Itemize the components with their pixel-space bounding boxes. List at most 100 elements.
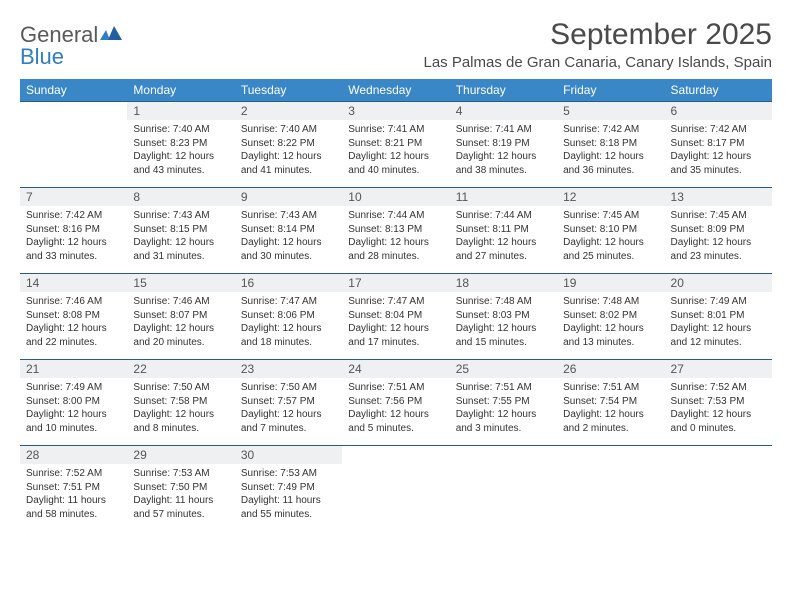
day-details: Sunrise: 7:52 AMSunset: 7:53 PMDaylight:… [665, 378, 772, 439]
calendar-cell: 22Sunrise: 7:50 AMSunset: 7:58 PMDayligh… [127, 360, 234, 446]
calendar-cell: 29Sunrise: 7:53 AMSunset: 7:50 PMDayligh… [127, 446, 234, 532]
day-number: 4 [450, 102, 557, 120]
calendar-cell: 3Sunrise: 7:41 AMSunset: 8:21 PMDaylight… [342, 102, 449, 188]
day-number: 7 [20, 188, 127, 206]
day-number: 16 [235, 274, 342, 292]
calendar-week: 21Sunrise: 7:49 AMSunset: 8:00 PMDayligh… [20, 360, 772, 446]
calendar-cell: 8Sunrise: 7:43 AMSunset: 8:15 PMDaylight… [127, 188, 234, 274]
calendar-page: GeneralBlue September 2025 Las Palmas de… [0, 0, 792, 550]
calendar-week: 14Sunrise: 7:46 AMSunset: 8:08 PMDayligh… [20, 274, 772, 360]
day-number: 2 [235, 102, 342, 120]
calendar-cell: 30Sunrise: 7:53 AMSunset: 7:49 PMDayligh… [235, 446, 342, 532]
day-number: 17 [342, 274, 449, 292]
calendar-cell: 21Sunrise: 7:49 AMSunset: 8:00 PMDayligh… [20, 360, 127, 446]
calendar-cell: 16Sunrise: 7:47 AMSunset: 8:06 PMDayligh… [235, 274, 342, 360]
day-number: 27 [665, 360, 772, 378]
calendar-week: 28Sunrise: 7:52 AMSunset: 7:51 PMDayligh… [20, 446, 772, 532]
calendar-week: ..1Sunrise: 7:40 AMSunset: 8:23 PMDaylig… [20, 102, 772, 188]
day-number: 22 [127, 360, 234, 378]
calendar-cell: 5Sunrise: 7:42 AMSunset: 8:18 PMDaylight… [557, 102, 664, 188]
day-details: Sunrise: 7:43 AMSunset: 8:14 PMDaylight:… [235, 206, 342, 267]
day-details: Sunrise: 7:44 AMSunset: 8:13 PMDaylight:… [342, 206, 449, 267]
calendar-cell: 18Sunrise: 7:48 AMSunset: 8:03 PMDayligh… [450, 274, 557, 360]
weekday-header: Wednesday [342, 79, 449, 102]
month-title: September 2025 [423, 18, 772, 52]
calendar-cell: .. [450, 446, 557, 532]
weekday-header: Friday [557, 79, 664, 102]
calendar-cell: 17Sunrise: 7:47 AMSunset: 8:04 PMDayligh… [342, 274, 449, 360]
day-number: 30 [235, 446, 342, 464]
calendar-week: 7Sunrise: 7:42 AMSunset: 8:16 PMDaylight… [20, 188, 772, 274]
calendar-cell: 19Sunrise: 7:48 AMSunset: 8:02 PMDayligh… [557, 274, 664, 360]
day-number: 20 [665, 274, 772, 292]
day-number: 10 [342, 188, 449, 206]
day-number: 18 [450, 274, 557, 292]
calendar-cell: 7Sunrise: 7:42 AMSunset: 8:16 PMDaylight… [20, 188, 127, 274]
day-details: Sunrise: 7:44 AMSunset: 8:11 PMDaylight:… [450, 206, 557, 267]
day-number: 5 [557, 102, 664, 120]
calendar-cell: 13Sunrise: 7:45 AMSunset: 8:09 PMDayligh… [665, 188, 772, 274]
calendar-cell: 26Sunrise: 7:51 AMSunset: 7:54 PMDayligh… [557, 360, 664, 446]
calendar-body: ..1Sunrise: 7:40 AMSunset: 8:23 PMDaylig… [20, 102, 772, 532]
day-number: 6 [665, 102, 772, 120]
day-number: 25 [450, 360, 557, 378]
calendar-cell: .. [20, 102, 127, 188]
day-number: 14 [20, 274, 127, 292]
weekday-header: Sunday [20, 79, 127, 102]
day-details: Sunrise: 7:48 AMSunset: 8:02 PMDaylight:… [557, 292, 664, 353]
flag-icon [100, 22, 122, 47]
calendar-cell: 25Sunrise: 7:51 AMSunset: 7:55 PMDayligh… [450, 360, 557, 446]
day-number: 21 [20, 360, 127, 378]
day-details: Sunrise: 7:46 AMSunset: 8:07 PMDaylight:… [127, 292, 234, 353]
day-number: 19 [557, 274, 664, 292]
calendar-cell: 10Sunrise: 7:44 AMSunset: 8:13 PMDayligh… [342, 188, 449, 274]
day-details: Sunrise: 7:50 AMSunset: 7:58 PMDaylight:… [127, 378, 234, 439]
calendar-cell: 27Sunrise: 7:52 AMSunset: 7:53 PMDayligh… [665, 360, 772, 446]
calendar-cell: 23Sunrise: 7:50 AMSunset: 7:57 PMDayligh… [235, 360, 342, 446]
day-details: Sunrise: 7:49 AMSunset: 8:00 PMDaylight:… [20, 378, 127, 439]
day-details: Sunrise: 7:46 AMSunset: 8:08 PMDaylight:… [20, 292, 127, 353]
weekday-header: Tuesday [235, 79, 342, 102]
logo-word-2: Blue [20, 44, 64, 69]
day-number: 13 [665, 188, 772, 206]
calendar-cell: .. [557, 446, 664, 532]
day-number: 24 [342, 360, 449, 378]
day-details: Sunrise: 7:47 AMSunset: 8:04 PMDaylight:… [342, 292, 449, 353]
day-number: 11 [450, 188, 557, 206]
day-details: Sunrise: 7:42 AMSunset: 8:16 PMDaylight:… [20, 206, 127, 267]
day-number: 26 [557, 360, 664, 378]
calendar-cell: 11Sunrise: 7:44 AMSunset: 8:11 PMDayligh… [450, 188, 557, 274]
logo: GeneralBlue [20, 18, 122, 68]
day-number: 29 [127, 446, 234, 464]
day-details: Sunrise: 7:42 AMSunset: 8:18 PMDaylight:… [557, 120, 664, 181]
day-number: 9 [235, 188, 342, 206]
day-number: 1 [127, 102, 234, 120]
day-number: 3 [342, 102, 449, 120]
day-details: Sunrise: 7:52 AMSunset: 7:51 PMDaylight:… [20, 464, 127, 525]
day-details: Sunrise: 7:48 AMSunset: 8:03 PMDaylight:… [450, 292, 557, 353]
day-number: 15 [127, 274, 234, 292]
calendar-cell: 15Sunrise: 7:46 AMSunset: 8:07 PMDayligh… [127, 274, 234, 360]
calendar-cell: 6Sunrise: 7:42 AMSunset: 8:17 PMDaylight… [665, 102, 772, 188]
day-details: Sunrise: 7:40 AMSunset: 8:23 PMDaylight:… [127, 120, 234, 181]
day-details: Sunrise: 7:40 AMSunset: 8:22 PMDaylight:… [235, 120, 342, 181]
weekday-header: Saturday [665, 79, 772, 102]
calendar-cell: 28Sunrise: 7:52 AMSunset: 7:51 PMDayligh… [20, 446, 127, 532]
calendar-cell: 24Sunrise: 7:51 AMSunset: 7:56 PMDayligh… [342, 360, 449, 446]
day-details: Sunrise: 7:45 AMSunset: 8:10 PMDaylight:… [557, 206, 664, 267]
calendar-cell: 4Sunrise: 7:41 AMSunset: 8:19 PMDaylight… [450, 102, 557, 188]
day-details: Sunrise: 7:53 AMSunset: 7:49 PMDaylight:… [235, 464, 342, 525]
title-block: September 2025 Las Palmas de Gran Canari… [423, 18, 772, 71]
day-details: Sunrise: 7:51 AMSunset: 7:55 PMDaylight:… [450, 378, 557, 439]
logo-text: GeneralBlue [20, 24, 122, 68]
calendar-cell: 14Sunrise: 7:46 AMSunset: 8:08 PMDayligh… [20, 274, 127, 360]
day-details: Sunrise: 7:41 AMSunset: 8:21 PMDaylight:… [342, 120, 449, 181]
day-number: 8 [127, 188, 234, 206]
calendar-cell: 12Sunrise: 7:45 AMSunset: 8:10 PMDayligh… [557, 188, 664, 274]
location: Las Palmas de Gran Canaria, Canary Islan… [423, 54, 772, 71]
day-number: 28 [20, 446, 127, 464]
calendar-cell: .. [342, 446, 449, 532]
day-details: Sunrise: 7:41 AMSunset: 8:19 PMDaylight:… [450, 120, 557, 181]
calendar-cell: .. [665, 446, 772, 532]
day-details: Sunrise: 7:47 AMSunset: 8:06 PMDaylight:… [235, 292, 342, 353]
